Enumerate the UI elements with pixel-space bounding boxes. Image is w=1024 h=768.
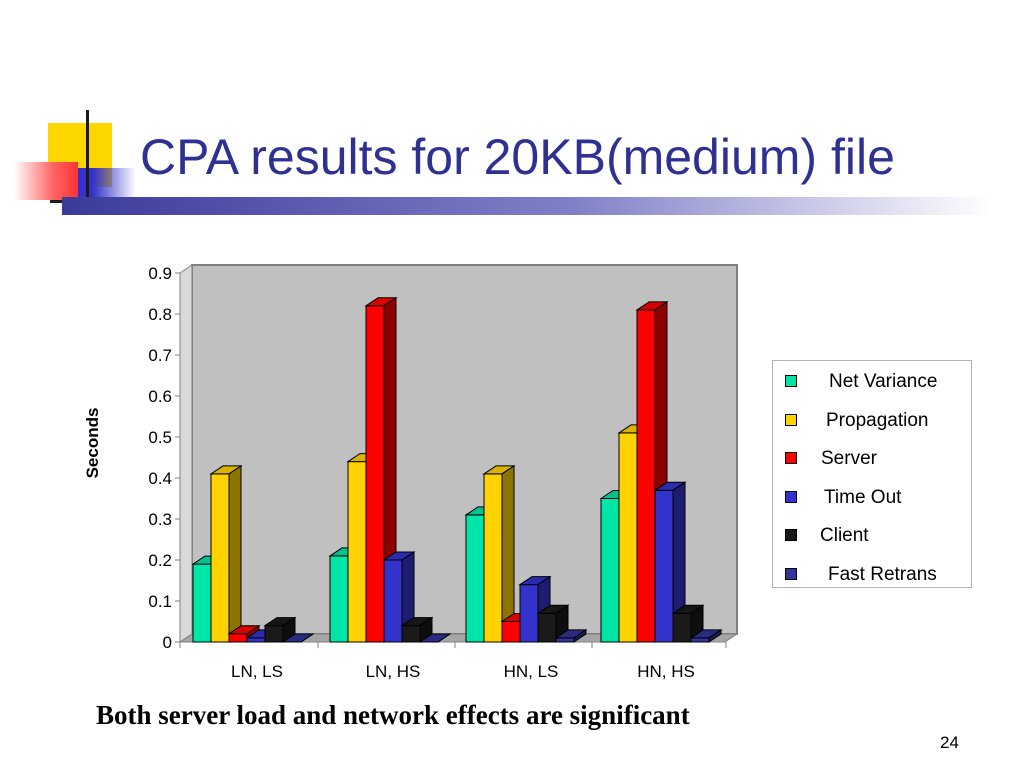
bar-propagation	[483, 473, 503, 643]
slide-title: CPA results for 20KB(medium) file	[140, 129, 895, 185]
legend-item: Client	[773, 525, 973, 546]
legend-item: Fast Retrans	[773, 563, 973, 585]
x-tick-label: LN, HS	[366, 662, 421, 681]
bar-propagation	[210, 473, 230, 643]
bar-server	[501, 621, 521, 643]
bar-time-out	[519, 584, 539, 643]
y-tick-label: 0.3	[148, 510, 172, 529]
bar-propagation	[347, 461, 367, 643]
deco-red-square	[14, 162, 78, 200]
y-tick-label: 0.2	[148, 551, 172, 570]
legend-swatch	[785, 567, 797, 580]
bar-client	[264, 625, 284, 643]
page-number: 24	[940, 733, 959, 752]
legend-item: Server	[773, 448, 973, 469]
legend-swatch	[785, 529, 797, 541]
legend-label: Server	[821, 448, 877, 469]
deco-vertical-line	[86, 110, 89, 214]
y-tick-label: 0.8	[148, 305, 172, 324]
bar-client	[672, 612, 692, 643]
bar-fast-retrans	[690, 637, 710, 643]
bar-server	[365, 305, 385, 643]
legend-item: Time Out	[773, 486, 973, 508]
y-tick-label: 0.6	[148, 387, 172, 406]
bar-server	[228, 633, 248, 643]
y-tick-label: 0.1	[148, 592, 172, 611]
bar-time-out	[654, 489, 674, 643]
legend-swatch	[785, 413, 797, 426]
legend-swatch	[785, 490, 797, 503]
y-tick-label: 0.5	[148, 428, 172, 447]
legend-label: Propagation	[826, 409, 929, 431]
bar-fast-retrans	[555, 637, 575, 643]
bar-net-variance	[600, 498, 620, 643]
title-underline	[62, 197, 992, 215]
y-axis-label: Seconds	[83, 408, 102, 479]
legend-item: Propagation	[773, 409, 973, 431]
chart-legend: Net Variance Propagation Server Time Out Cli…	[772, 360, 972, 588]
legend-label: Net Variance	[829, 371, 938, 392]
legend-label: Fast Retrans	[828, 563, 937, 585]
bar-net-variance	[465, 514, 485, 643]
y-tick-label: 0	[163, 633, 172, 652]
bar-side	[228, 464, 242, 643]
slide-caption: Both server load and network effects are…	[96, 700, 690, 730]
x-tick-label: HN, LS	[504, 662, 559, 681]
bar-side	[300, 633, 314, 643]
bar-server	[636, 309, 656, 643]
legend-swatch	[785, 375, 797, 387]
bar-time-out	[246, 637, 266, 643]
y-tick-label: 0.4	[148, 469, 172, 488]
plot-side-wall	[179, 264, 193, 643]
bar-side	[708, 628, 722, 643]
legend-swatch	[785, 452, 797, 464]
x-tick-label: HN, HS	[637, 662, 695, 681]
y-tick-label: 0.9	[148, 264, 172, 283]
bar-net-variance	[329, 555, 349, 643]
bar-client	[401, 625, 421, 643]
bar-client	[537, 612, 557, 643]
x-tick-label: LN, LS	[231, 662, 283, 681]
bar-side	[573, 628, 587, 643]
legend-item: Net Variance	[773, 371, 973, 392]
bar-time-out	[383, 559, 403, 643]
bar-chart: 0 0.1 0.2 0.3 0.4 0.5 0.6 0.7 0.8 0.9 Seconds LN, L…	[83, 264, 739, 681]
bar-side	[437, 633, 451, 643]
legend-label: Client	[820, 525, 869, 546]
legend-label: Time Out	[824, 486, 902, 508]
bar-propagation	[618, 432, 638, 643]
y-tick-label: 0.7	[148, 346, 172, 365]
bar-net-variance	[192, 563, 212, 643]
